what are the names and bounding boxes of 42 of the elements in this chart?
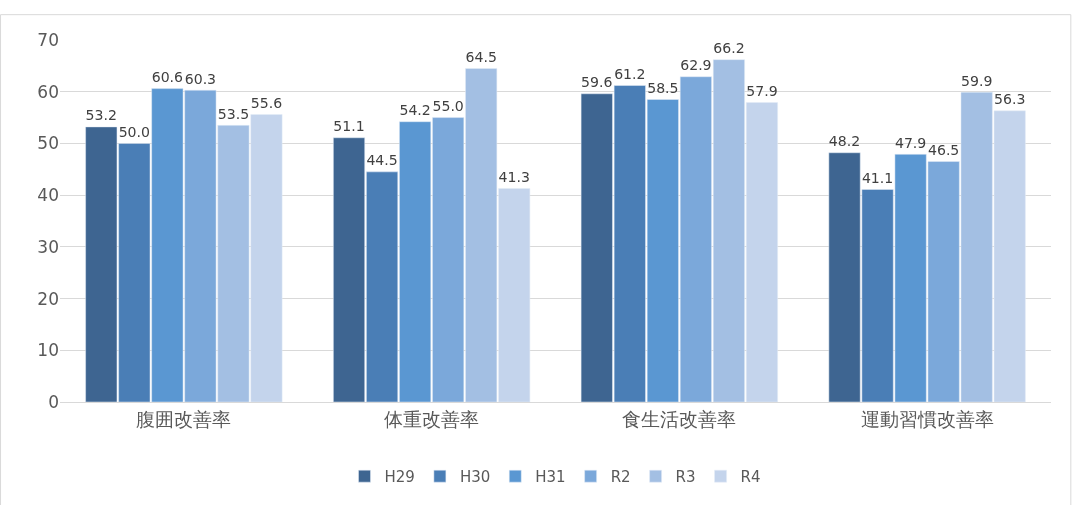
data-label: 53.5 [217, 105, 250, 122]
legend-label: H29 [384, 468, 415, 487]
data-label: 54.2 [399, 102, 431, 119]
y-tick-label: 20 [37, 288, 59, 309]
legend-label: R2 [610, 468, 631, 487]
data-label: 53.2 [85, 107, 117, 124]
data-label: 57.9 [746, 83, 778, 100]
data-label: 60.6 [151, 69, 184, 86]
legend-label: R4 [740, 468, 761, 487]
y-tick-label: 50 [37, 133, 59, 154]
x-tick-label: 運動習慣改善率 [860, 407, 994, 430]
data-label: 59.6 [581, 74, 613, 91]
x-tick-label: 腹囲改善率 [136, 407, 232, 430]
data-label: 64.5 [465, 48, 497, 65]
data-label: 48.2 [828, 133, 861, 150]
data-label: 46.5 [927, 142, 960, 159]
y-tick-label: 0 [48, 391, 59, 412]
legend-label: R3 [675, 468, 696, 487]
y-tick-label: 30 [37, 236, 59, 257]
data-label: 56.3 [994, 91, 1026, 108]
legend-label: H30 [459, 468, 491, 487]
y-tick-label: 70 [37, 29, 59, 50]
y-tick-label: 10 [37, 340, 59, 361]
legend-label: H31 [535, 468, 566, 487]
data-label: 41.1 [861, 169, 894, 186]
data-label: 66.2 [713, 40, 745, 57]
data-label: 59.9 [961, 72, 993, 89]
data-label: 55.6 [250, 94, 283, 111]
data-label: 50.0 [118, 123, 151, 140]
data-label: 44.5 [366, 152, 398, 169]
x-tick-label: 体重改善率 [384, 407, 480, 430]
data-label: 41.3 [498, 168, 530, 185]
data-label: 51.1 [333, 118, 365, 135]
data-label: 62.9 [680, 57, 712, 74]
data-label: 58.5 [647, 79, 679, 96]
data-label: 61.2 [614, 65, 646, 82]
data-label: 55.0 [432, 98, 464, 115]
data-label: 47.9 [894, 134, 927, 151]
data-label: 60.3 [184, 70, 217, 87]
x-tick-label: 食生活改善率 [622, 407, 737, 430]
y-tick-label: 60 [37, 81, 59, 102]
y-tick-label: 40 [37, 185, 59, 206]
